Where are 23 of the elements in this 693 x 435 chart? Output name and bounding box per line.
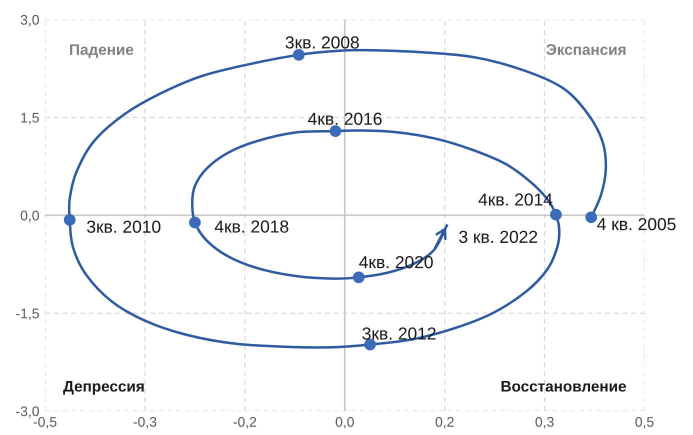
x-tick-label: 0,3 <box>535 416 554 428</box>
x-tick-label: -0,2 <box>234 416 256 428</box>
annotation: 3 кв. 2022 <box>459 230 538 244</box>
annotation: 3кв. 2012 <box>362 327 436 340</box>
annotation: Падение <box>70 44 134 58</box>
y-tick-label: -1,5 <box>16 308 39 320</box>
x-tick-label: 0,0 <box>336 416 354 428</box>
x-tick-label: -0,5 <box>34 416 56 428</box>
annotation: 4 кв. 2005 <box>597 218 676 230</box>
annotation: Депрессия <box>63 381 144 395</box>
x-tick-label: 0,2 <box>436 416 454 428</box>
y-tick-label: -3,0 <box>16 406 39 418</box>
annotation: 3кв. 2010 <box>87 220 160 233</box>
y-tick-label: 1,5 <box>21 112 39 124</box>
x-tick-label: -0,3 <box>134 416 156 428</box>
annotation: 3кв. 2008 <box>286 36 359 49</box>
annotation: Восстановление <box>502 381 626 392</box>
x-tick-label: 0,5 <box>635 416 654 428</box>
y-tick-label: 3,0 <box>20 14 39 26</box>
annotation: 4кв. 2016 <box>308 112 382 125</box>
annotation: Экспансия <box>546 44 626 55</box>
y-tick-label: 0,0 <box>20 210 39 222</box>
annotation: 4кв. 2018 <box>214 220 288 233</box>
